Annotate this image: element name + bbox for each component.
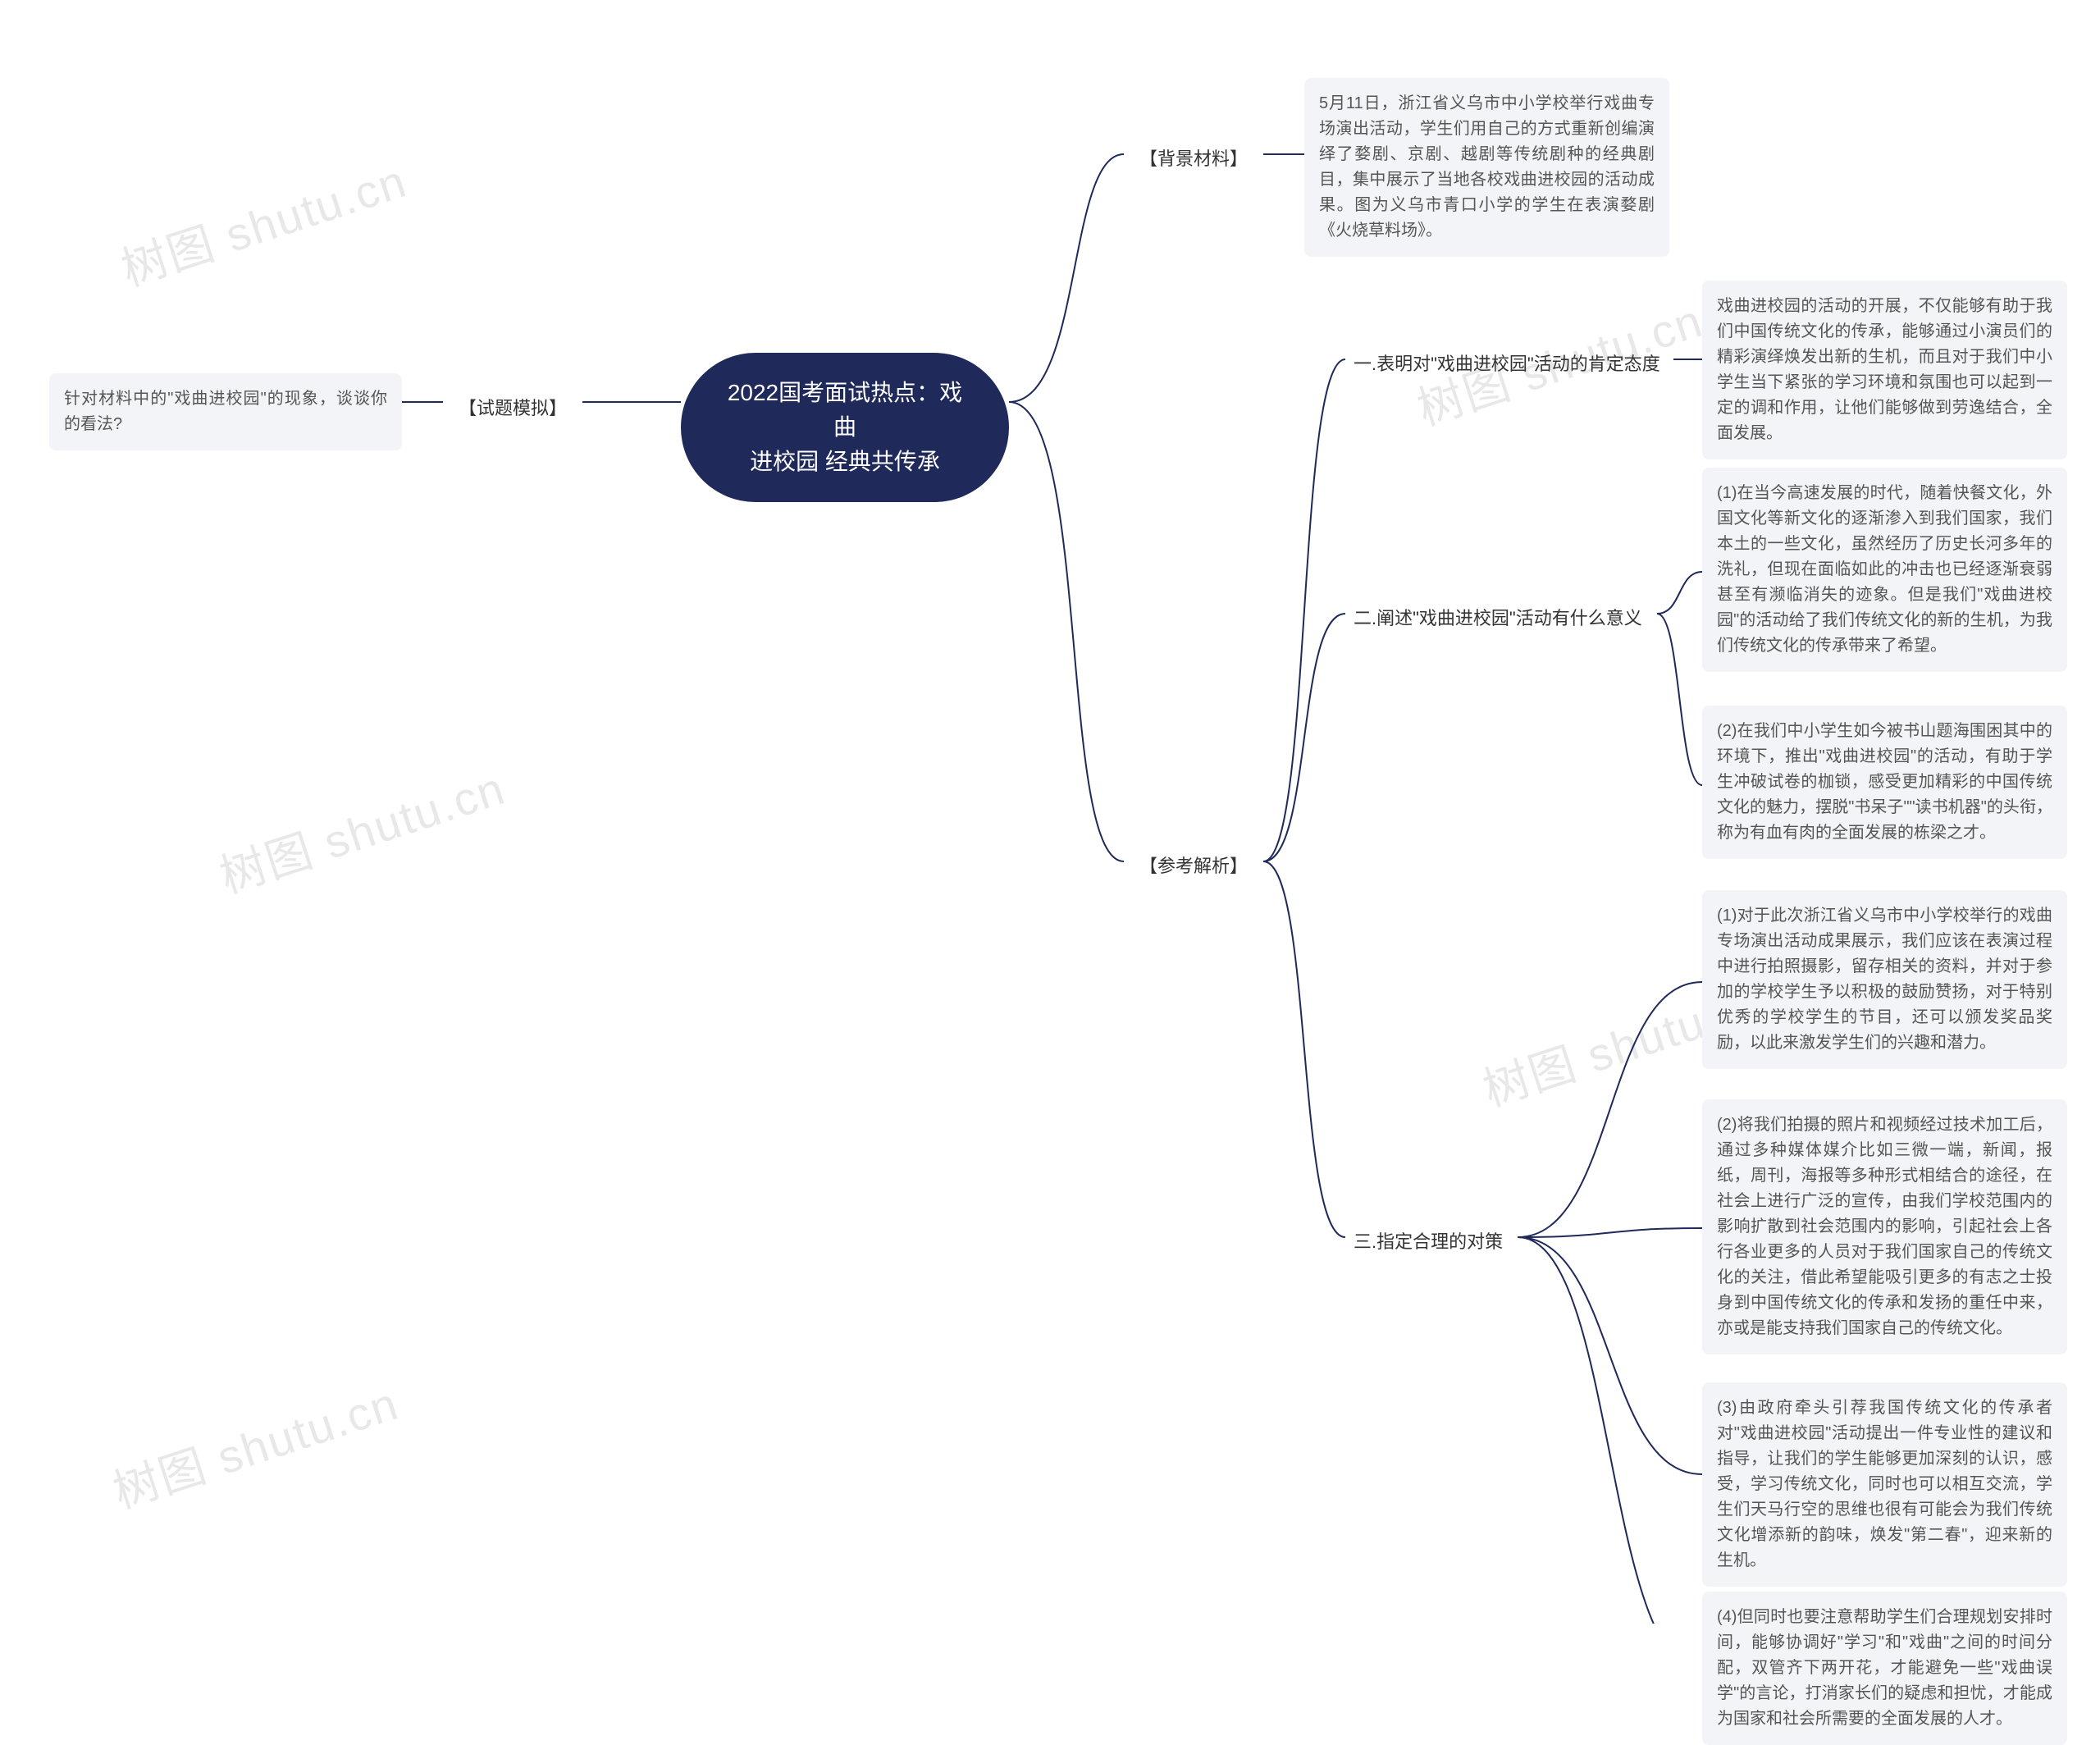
leaf-attitude-text: 戏曲进校园的活动的开展，不仅能够有助于我们中国传统文化的传承，能够通过小演员们的… [1702,281,2067,459]
branch-analysis[interactable]: 【参考解析】 [1124,845,1263,887]
leaf-significance-2: (2)在我们中小学生如今被书山题海围困其中的环境下，推出"戏曲进校园"的活动，有… [1702,706,2067,859]
leaf-measure-2: (2)将我们拍摄的照片和视频经过技术加工后，通过多种媒体媒介比如三微一端，新闻，… [1702,1099,2067,1354]
root-node[interactable]: 2022国考面试热点：戏曲 进校园 经典共传承 [681,353,1009,502]
sub-measures[interactable]: 三.指定合理的对策 [1345,1222,1511,1261]
sub-attitude[interactable]: 一.表明对"戏曲进校园"活动的肯定态度 [1345,345,1669,383]
root-line2: 进校园 经典共传承 [717,445,973,479]
leaf-background-text: 5月11日，浙江省义乌市中小学校举行戏曲专场演出活动，学生们用自己的方式重新创编… [1304,78,1669,257]
watermark: 树图 shutu.cn [103,1367,406,1522]
branch-background[interactable]: 【背景材料】 [1124,138,1263,180]
leaf-measure-1: (1)对于此次浙江省义乌市中小学校举行的戏曲专场演出活动成果展示，我们应该在表演… [1702,890,2067,1069]
leaf-test-question: 针对材料中的"戏曲进校园"的现象，谈谈你的看法? [49,373,402,450]
leaf-significance-1: (1)在当今高速发展的时代，随着快餐文化，外国文化等新文化的逐渐渗入到我们国家，… [1702,468,2067,672]
root-line1: 2022国考面试热点：戏曲 [717,376,973,445]
sub-significance[interactable]: 二.阐述"戏曲进校园"活动有什么意义 [1345,599,1650,637]
branch-test-simulation[interactable]: 【试题模拟】 [443,387,582,429]
leaf-measure-3: (3)由政府牵头引荐我国传统文化的传承者对"戏曲进校园"活动提出一件专业性的建议… [1702,1382,2067,1587]
watermark: 树图 shutu.cn [210,751,513,907]
watermark: 树图 shutu.cn [112,144,414,299]
leaf-measure-4: (4)但同时也要注意帮助学生们合理规划安排时间，能够协调好"学习"和"戏曲"之间… [1702,1592,2067,1745]
